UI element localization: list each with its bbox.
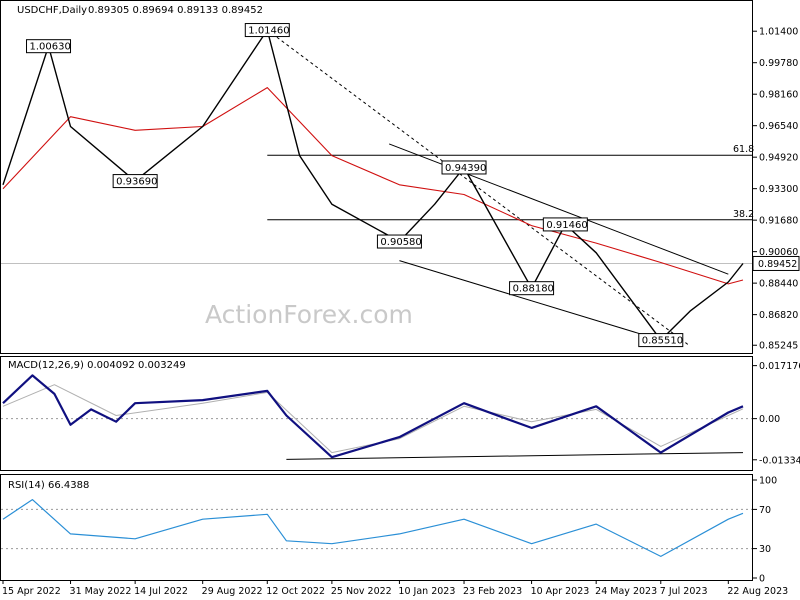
annotation-box — [244, 23, 290, 38]
rsi-panel — [0, 474, 753, 581]
date-label-7: 23 Feb 2023 — [463, 586, 522, 597]
price-tick-label-3: 0.96540 — [759, 121, 798, 132]
annotation-box — [376, 234, 422, 249]
macd-line — [2, 374, 744, 459]
annotation-box — [542, 217, 588, 232]
annotation-label-3: 0.94390 — [445, 163, 486, 174]
rsi-tick-label-0: 100 — [759, 476, 777, 487]
annotation-label-0: 1.01460 — [248, 26, 289, 37]
macd-tick-label-0: 0.017176 — [759, 361, 800, 372]
price-tick-label-0: 1.01400 — [759, 27, 798, 38]
price-tick-label-7: 0.90060 — [759, 247, 798, 258]
date-label-9: 24 May 2023 — [595, 586, 657, 597]
annotation-box — [638, 333, 684, 348]
annotation-label-6: 0.88180 — [513, 284, 554, 295]
date-label-10: 7 Jul 2023 — [660, 586, 708, 597]
price-tick-label-2: 0.98160 — [759, 90, 798, 101]
moving-average-line — [2, 87, 744, 285]
annotation-box — [26, 39, 72, 54]
date-label-2: 14 Jul 2022 — [134, 586, 188, 597]
price-axis: 1.01400 0.99780 0.98160 0.96540 0.94920 0.933… — [752, 27, 800, 352]
price-tick-label-8: 0.88440 — [759, 279, 798, 290]
annotation-box — [112, 174, 158, 189]
rsi-axis: 100 70 30 0 — [752, 476, 777, 585]
fib-label-1: 38.2 — [733, 209, 754, 220]
macd-tick-label-1: 0.00 — [759, 414, 780, 425]
rsi-reference-lines — [1, 508, 752, 550]
fib-label-0: 61.8 — [733, 144, 754, 155]
macd-tick-label-2: -0.01334 — [759, 455, 800, 466]
date-axis: 15 Apr 2022 31 May 2022 14 Jul 2022 29 Aug … — [2, 580, 788, 597]
price-tick-label-5: 0.93300 — [759, 184, 798, 195]
annotation-box — [441, 160, 487, 175]
annotation-box — [509, 281, 555, 296]
annotation-label-4: 0.90580 — [380, 237, 421, 248]
date-label-3: 29 Aug 2022 — [202, 586, 263, 597]
macd-panel — [0, 356, 753, 471]
macd-series — [2, 374, 744, 459]
rsi-series — [2, 499, 744, 558]
date-label-8: 10 Apr 2023 — [531, 586, 590, 597]
macd-reference-lines — [1, 418, 752, 460]
annotation-label-7: 0.85510 — [642, 336, 683, 347]
rsi-tick-label-2: 30 — [759, 544, 771, 555]
chart-symbol-label: USDCHF,Daily — [17, 5, 87, 16]
price-tick-label-4: 0.94920 — [759, 153, 798, 164]
macd-signal-line — [2, 384, 744, 454]
price-tick-label-1: 0.99780 — [759, 58, 798, 69]
rsi-tick-label-3: 0 — [759, 574, 765, 585]
date-label-11: 22 Aug 2023 — [727, 586, 788, 597]
macd-title: MACD(12,26,9) 0.004092 0.003249 — [8, 360, 186, 371]
annotation-label-2: 0.93690 — [116, 177, 157, 188]
date-label-0: 15 Apr 2022 — [2, 586, 61, 597]
date-label-4: 12 Oct 2022 — [266, 586, 325, 597]
price-tick-label-10: 0.85245 — [759, 341, 798, 352]
date-label-6: 10 Jan 2023 — [398, 586, 455, 597]
rsi-tick-label-1: 70 — [759, 505, 771, 516]
channel-lower-line — [399, 260, 661, 341]
annotation-label-1: 1.00630 — [30, 42, 71, 53]
rsi-line — [2, 499, 744, 558]
price-tick-label-9: 0.86820 — [759, 310, 798, 321]
chart-ohlc-label: 0.89305 0.89694 0.89133 0.89452 — [88, 5, 263, 16]
watermark: ActionForex.com — [205, 300, 413, 329]
dashed-trendline — [266, 29, 691, 347]
date-label-5: 25 Nov 2022 — [331, 586, 392, 597]
date-label-1: 31 May 2022 — [70, 586, 132, 597]
macd-trendline — [286, 452, 744, 460]
current-price-box — [752, 255, 800, 271]
price-annotations: 1.01460 1.00630 0.93690 0.94390 0.90580 0.914… — [26, 23, 684, 348]
annotation-label-5: 0.91460 — [546, 220, 587, 231]
current-price-label: 0.89452 — [758, 259, 797, 270]
macd-axis: 0.017176 0.00 -0.01334 — [752, 361, 800, 466]
rsi-title: RSI(14) 66.4388 — [8, 480, 89, 491]
price-tick-label-6: 0.91680 — [759, 216, 798, 227]
